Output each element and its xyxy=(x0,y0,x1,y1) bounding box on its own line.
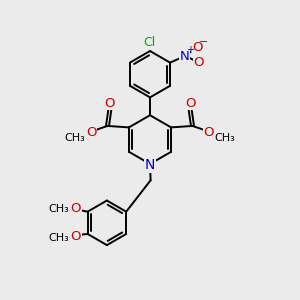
Text: O: O xyxy=(192,41,203,54)
Text: O: O xyxy=(203,126,214,139)
Text: O: O xyxy=(185,97,195,110)
Text: CH₃: CH₃ xyxy=(214,133,235,143)
Text: O: O xyxy=(105,97,115,110)
Text: CH₃: CH₃ xyxy=(48,233,69,243)
Text: O: O xyxy=(70,230,81,242)
Text: N: N xyxy=(179,50,189,63)
Text: O: O xyxy=(194,56,204,68)
Text: +: + xyxy=(186,44,194,55)
Text: O: O xyxy=(70,202,81,215)
Text: Cl: Cl xyxy=(143,36,155,49)
Text: N: N xyxy=(145,158,155,172)
Text: CH₃: CH₃ xyxy=(48,204,69,214)
Text: CH₃: CH₃ xyxy=(65,133,85,143)
Text: O: O xyxy=(86,126,97,139)
Text: −: − xyxy=(199,38,208,47)
